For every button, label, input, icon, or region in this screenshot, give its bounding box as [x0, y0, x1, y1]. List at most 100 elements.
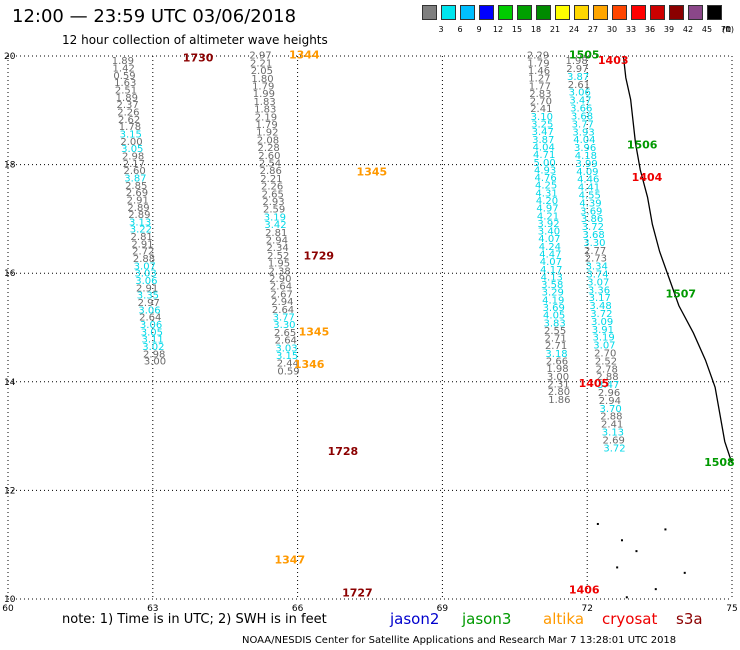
swh-value: 3.19	[593, 333, 615, 344]
swh-value: 1.98	[565, 56, 587, 67]
swh-value: 2.89	[127, 203, 149, 214]
swh-value: 2.72	[132, 247, 154, 258]
island-mark	[620, 539, 623, 542]
swh-value: 4.05	[543, 311, 565, 322]
swh-value: 3.69	[580, 206, 602, 217]
pass-time-label: 1403	[598, 54, 629, 67]
swh-value: 2.64	[275, 336, 297, 347]
swh-value: 3.58	[541, 280, 563, 291]
swh-value: 2.85	[125, 181, 147, 192]
swh-value: 2.98	[143, 349, 165, 360]
swh-value: 3.13	[129, 217, 151, 228]
pass-time-label: 1345	[357, 165, 388, 178]
swh-value: 3.86	[581, 214, 603, 225]
swh-value: 1.89	[112, 56, 134, 67]
colorbar-swatch	[574, 5, 589, 20]
colorbar-label: 24	[568, 25, 580, 34]
colorbar-swatch	[688, 5, 703, 20]
colorbar-label: 3	[438, 25, 444, 34]
swh-value: 3.47	[597, 380, 619, 391]
y-tick-label: 16	[4, 269, 16, 279]
colorbar-swatch	[498, 5, 513, 20]
swh-value: 2.59	[263, 205, 285, 216]
swh-value: 2.70	[530, 97, 552, 108]
swh-value: 2.21	[260, 174, 282, 185]
swh-value: 2.69	[126, 188, 148, 199]
swh-value: 3.07	[134, 261, 156, 272]
swh-value: 2.97	[138, 298, 160, 309]
swh-value: 5.00	[534, 158, 556, 169]
swh-value: 2.60	[258, 151, 280, 162]
swh-value: 3.13	[602, 427, 624, 438]
swh-value: 3.17	[589, 293, 611, 304]
swh-value: 2.38	[268, 266, 290, 277]
swh-value: 1.79	[255, 120, 277, 131]
swh-value: 2.44	[277, 359, 299, 370]
swh-value: 3.72	[590, 309, 612, 320]
pass-time-label: 1728	[328, 445, 359, 458]
swh-value: 2.34	[266, 243, 288, 254]
swh-value: 3.10	[531, 112, 553, 123]
swh-value: 1.89	[116, 93, 138, 104]
swh-value: 4.09	[576, 167, 598, 178]
island-mark	[635, 550, 638, 553]
swh-value: 1.83	[253, 97, 275, 108]
swh-value: 4.18	[575, 151, 597, 162]
island-mark	[683, 571, 686, 574]
swh-value: 2.66	[546, 357, 568, 368]
y-tick-label: 20	[4, 52, 16, 62]
swh-value: 2.77	[584, 246, 606, 257]
colorbar-label: 9	[476, 25, 482, 34]
page-title: 12:00 — 23:59 UTC 03/06/2018	[12, 6, 297, 27]
swh-value: 3.68	[582, 230, 604, 241]
colorbar-swatch	[517, 5, 532, 20]
swh-value: 3.47	[569, 96, 591, 107]
swh-value: 2.55	[544, 326, 566, 337]
swh-value: 2.29	[527, 51, 549, 62]
swh-value: 3.40	[538, 227, 560, 238]
swh-value: 3.06	[140, 320, 162, 331]
pass-time-label: 1508	[704, 456, 735, 469]
swh-value: 1.80	[251, 74, 273, 85]
island-mark	[596, 522, 599, 525]
swh-value: 2.41	[530, 104, 552, 115]
legend-jason2: jason2	[390, 610, 440, 628]
swh-value: 3.72	[582, 222, 604, 233]
colorbar-label: 45	[701, 25, 713, 34]
swh-value: 2.80	[548, 387, 570, 398]
swh-value: 1.46	[528, 66, 550, 77]
swh-value: 4.31	[535, 188, 557, 199]
colorbar-label: 33	[625, 25, 637, 34]
swh-value: 4.04	[573, 135, 595, 146]
colorbar-label: 30	[606, 25, 618, 34]
colorbar-label: 27	[587, 25, 599, 34]
swh-value: 3.66	[570, 104, 592, 115]
swh-value: 1.99	[253, 89, 275, 100]
swh-value: 4.07	[540, 257, 562, 268]
swh-value: 2.71	[545, 341, 567, 352]
swh-value: 3.87	[532, 135, 554, 146]
swh-value: 3.30	[273, 320, 295, 331]
pass-time-label: 1505	[569, 49, 600, 62]
swh-value: 2.94	[266, 236, 288, 247]
colorbar-label: 12	[492, 25, 504, 34]
swh-value: 3.83	[544, 318, 566, 329]
island-mark	[654, 588, 657, 591]
swh-value: 3.11	[141, 335, 163, 346]
swh-value: 2.64	[139, 313, 161, 324]
x-tick-label: 60	[2, 604, 14, 614]
swh-value: 2.69	[603, 435, 625, 446]
colorbar-swatch	[593, 5, 608, 20]
colorbar-swatch	[441, 5, 456, 20]
x-tick-label: 63	[147, 604, 158, 614]
swh-value: 2.28	[258, 143, 280, 154]
swh-value: 3.96	[574, 143, 596, 154]
x-tick-label: 72	[581, 604, 592, 614]
swh-value: 2.91	[127, 195, 149, 206]
swh-value: 2.60	[124, 166, 146, 177]
swh-value: 2.26	[261, 182, 283, 193]
swh-value: 0.59	[113, 71, 135, 82]
colorbar-label: 39	[663, 25, 675, 34]
swh-value: 4.71	[533, 150, 555, 161]
